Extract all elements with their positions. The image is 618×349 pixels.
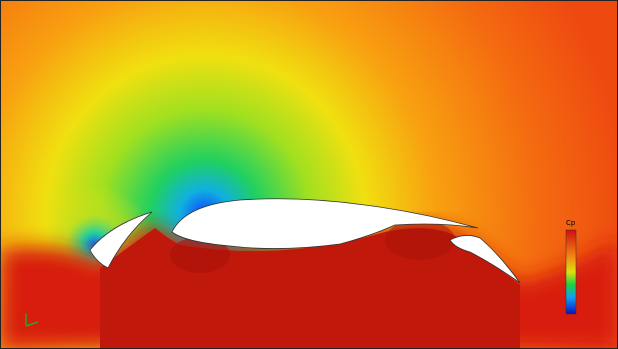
page: Cp (() => { const data = JSON.parse(docu… xyxy=(0,0,618,349)
legend-title: Cp xyxy=(566,219,576,227)
legend-color-bar xyxy=(566,230,576,314)
pressure-blob xyxy=(385,220,455,260)
cfd-view: Cp xyxy=(0,0,618,349)
